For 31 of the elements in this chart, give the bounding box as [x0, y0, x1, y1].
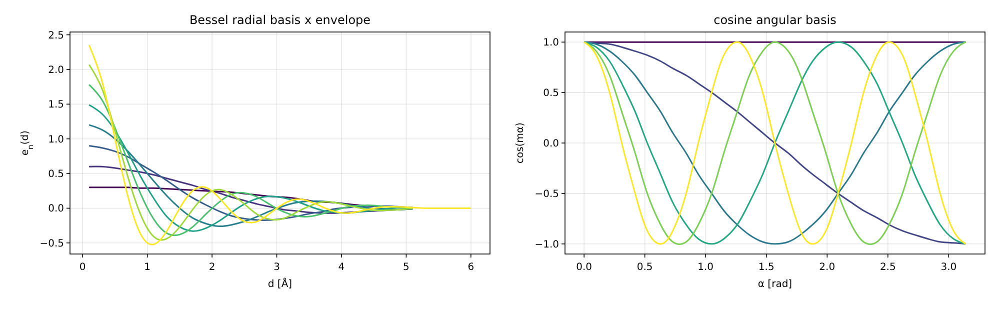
x-axis-title: d [Å] — [268, 277, 292, 290]
y-tick-label: 0.5 — [48, 169, 64, 180]
x-tick-label: 0.0 — [576, 262, 592, 273]
x-tick-label: 6 — [468, 262, 474, 273]
x-axis-title: α [rad] — [758, 279, 792, 290]
x-tick-label: 1.5 — [758, 262, 774, 273]
y-tick-label: 0.0 — [48, 204, 64, 215]
y-tick-label: 0.5 — [543, 88, 559, 100]
y-tick-label: −0.5 — [534, 188, 559, 200]
x-tick-label: 1 — [144, 262, 151, 273]
y-tick-label: −1.0 — [534, 239, 559, 250]
x-tick-label: 1.0 — [698, 262, 714, 273]
chart-title: cosine angular basis — [714, 13, 836, 27]
y-tick-label: 1.5 — [48, 100, 64, 111]
x-tick-label: 4 — [338, 262, 345, 273]
y-tick-label: −0.5 — [40, 238, 64, 250]
x-tick-label: 2 — [208, 262, 216, 273]
x-tick-label: 0 — [79, 262, 86, 273]
y-tick-label: 1.0 — [48, 134, 64, 146]
y-tick-label: 2.0 — [48, 64, 64, 76]
y-tick-label: 2.5 — [48, 30, 64, 42]
y-tick-label: 0.0 — [543, 138, 559, 150]
chart-title: Bessel radial basis x envelope — [189, 13, 371, 27]
y-tick-label: 1.0 — [543, 38, 559, 49]
x-tick-label: 2.5 — [880, 262, 896, 273]
y-axis-title: cos(mα) — [515, 122, 526, 164]
x-tick-label: 2.0 — [819, 262, 836, 273]
x-tick-label: 3.0 — [940, 262, 957, 273]
x-tick-label: 0.5 — [636, 262, 653, 273]
x-tick-label: 3 — [274, 262, 280, 273]
x-tick-label: 5 — [403, 262, 410, 273]
